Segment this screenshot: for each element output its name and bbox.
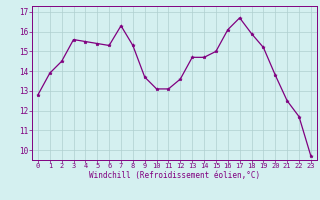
- X-axis label: Windchill (Refroidissement éolien,°C): Windchill (Refroidissement éolien,°C): [89, 171, 260, 180]
